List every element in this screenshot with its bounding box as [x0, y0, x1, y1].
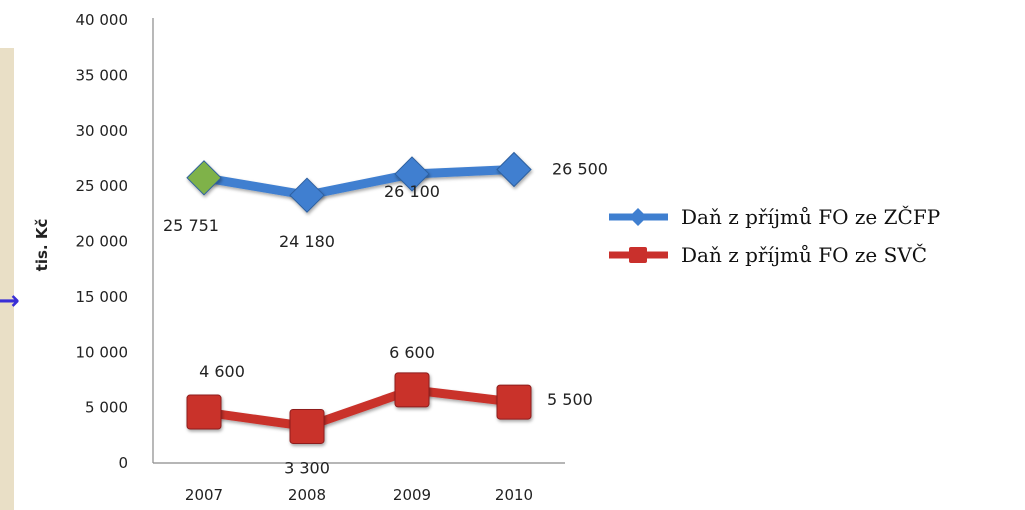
legend-marker [629, 247, 647, 263]
y-axis-label: tis. Kč [33, 219, 51, 272]
y-tick-label: 30 000 [76, 122, 129, 140]
data-label: 4 600 [199, 362, 245, 381]
y-tick-label: 20 000 [76, 233, 129, 251]
y-tick-label: 35 000 [76, 66, 129, 84]
left-decor-strip [0, 48, 14, 510]
legend: Daň z příjmů FO ze ZČFP Daň z příjmů FO z… [609, 204, 940, 267]
y-tick-label: 5 000 [85, 399, 128, 417]
data-point-marker [186, 394, 222, 430]
y-tick-labels: 0 5 000 10 000 15 000 20 000 25 000 30 000 35 0… [76, 11, 129, 472]
data-label: 24 180 [279, 232, 335, 251]
legend-marker [629, 208, 647, 226]
series-2: 4 600 3 300 6 600 5 500 [186, 343, 593, 477]
arrow-icon: → [0, 286, 20, 316]
x-tick-labels: 2007 2008 2009 2010 [185, 486, 533, 504]
y-tick-label: 15 000 [76, 288, 129, 306]
series-line [203, 165, 515, 200]
x-tick-label: 2010 [495, 486, 533, 504]
data-label: 3 300 [284, 458, 330, 477]
data-point-marker [289, 408, 325, 444]
data-label: 6 600 [389, 343, 435, 362]
y-tick-label: 25 000 [76, 177, 129, 195]
data-label: 26 100 [384, 182, 440, 201]
y-tick-label: 0 [118, 454, 128, 472]
series-1: 25 751 24 180 26 100 26 500 [163, 151, 608, 251]
data-point-marker [394, 372, 430, 408]
legend-label: Daň z příjmů FO ze ZČFP [681, 204, 940, 229]
x-tick-label: 2007 [185, 486, 223, 504]
y-tick-label: 10 000 [76, 343, 129, 361]
data-point-marker [289, 177, 325, 213]
data-label: 26 500 [552, 160, 608, 179]
data-point-marker [394, 156, 430, 192]
y-tick-label: 40 000 [76, 11, 129, 29]
legend-item: Daň z příjmů FO ze ZČFP [609, 204, 940, 229]
x-tick-label: 2008 [288, 486, 326, 504]
axes [152, 18, 565, 464]
legend-item: Daň z příjmů FO ze SVČ [609, 242, 927, 267]
data-point-marker [496, 384, 532, 420]
data-label: 5 500 [547, 390, 593, 409]
data-point-marker [496, 151, 532, 188]
series-line [203, 385, 515, 431]
x-tick-label: 2009 [393, 486, 431, 504]
series-group: 25 751 24 180 26 100 26 500 4 600 3 300 6 600 5… [163, 151, 608, 477]
legend-label: Daň z příjmů FO ze SVČ [681, 242, 927, 267]
data-label: 25 751 [163, 216, 219, 235]
data-point-marker [186, 160, 222, 196]
